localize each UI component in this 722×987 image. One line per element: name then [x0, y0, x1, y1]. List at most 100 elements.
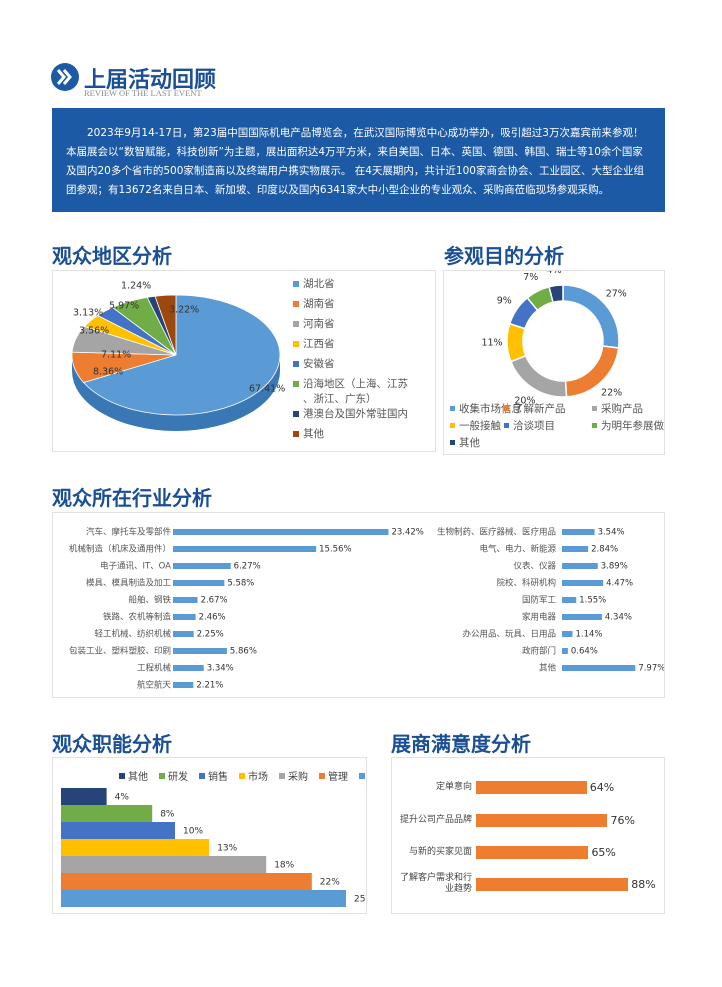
bar — [562, 529, 595, 535]
legend-swatch — [504, 406, 509, 411]
section-title: 观众所在行业分析 — [52, 486, 212, 510]
data-label: 5.86% — [230, 647, 257, 657]
legend-swatch — [239, 773, 245, 779]
bar-row: 提升公司产品品牌 76% — [392, 814, 635, 827]
data-label: 10% — [183, 827, 203, 837]
pie-slice — [154, 294, 177, 356]
data-label: 3.89% — [601, 562, 628, 572]
legend-swatch — [504, 423, 509, 428]
bar — [562, 597, 577, 603]
y-tick-label: 提升公司产品品牌 — [399, 815, 472, 825]
data-label: 22% — [601, 387, 622, 398]
bar — [173, 546, 317, 552]
data-label: 18% — [274, 861, 294, 871]
legend-label: 其他 — [303, 427, 324, 440]
data-label: 8% — [160, 810, 175, 820]
region-chart: 67.41% 湖北省 8.36% 湖南省 7.11% 河南省 3.56% 江西省 3.13% 安徽… — [52, 270, 436, 452]
data-label: 1.55% — [579, 596, 606, 606]
legend-swatch — [450, 440, 455, 445]
legend-label: 一般接触 — [459, 419, 501, 432]
data-label: 1.14% — [575, 630, 602, 640]
legend-label: 研发 — [168, 770, 188, 783]
data-label: 3.54% — [598, 528, 625, 538]
data-label: 20% — [514, 395, 535, 406]
y-tick-label: 政府部门 — [522, 646, 556, 657]
bar — [173, 631, 194, 637]
legend-swatch — [359, 773, 365, 779]
bar-row: 了解客户需求和行业趋势 88% — [392, 873, 656, 895]
bar-row: 与新的买家见面 65% — [392, 846, 616, 859]
legend-swatch — [450, 423, 455, 428]
data-label: 4.34% — [605, 613, 632, 623]
data-label: 3.56% — [79, 326, 109, 337]
legend-label: 了解新产品 — [513, 402, 566, 415]
donut-slice — [509, 354, 568, 398]
legend-label: 其他 — [128, 770, 148, 783]
y-tick-label: 其他 — [539, 663, 557, 674]
data-label: 9% — [497, 296, 512, 307]
y-tick-label: 航空航天 — [137, 680, 172, 691]
data-label: 0.64% — [571, 647, 598, 657]
section-title: 观众职能分析 — [52, 732, 172, 756]
bar — [173, 665, 204, 671]
section-title: 展商满意度分析 — [391, 732, 531, 756]
bar — [173, 563, 231, 569]
data-label: 1.24% — [121, 281, 151, 292]
bar — [173, 648, 227, 654]
data-label: 22% — [320, 878, 340, 888]
legend-swatch — [293, 321, 299, 327]
header-subtitle: REVIEW OF THE LAST EVENT — [84, 88, 202, 98]
bar-row: 定单意向 64% — [392, 781, 614, 794]
data-label: 15.56% — [319, 545, 351, 555]
bar — [562, 563, 598, 569]
data-label: 4% — [115, 793, 130, 803]
bar — [562, 546, 589, 552]
legend-swatch — [279, 773, 285, 779]
bar — [476, 846, 589, 859]
legend-swatch — [199, 773, 205, 779]
legend-swatch — [293, 281, 299, 287]
y-tick-label: 船舶、钢铁 — [128, 595, 171, 606]
bar — [61, 839, 210, 856]
y-tick-label: 铁路、农机等制造 — [103, 612, 172, 623]
data-label: 7% — [523, 272, 538, 283]
y-tick-label: 了解客户需求和行业趋势 — [399, 873, 472, 894]
y-tick-label: 汽车、摩托车及零部件 — [86, 527, 172, 538]
header-title: 上届活动回顾 — [84, 68, 217, 93]
y-tick-label: 电子通讯、IT、OA — [100, 561, 171, 572]
bar — [562, 614, 602, 620]
bar — [173, 682, 194, 688]
legend-swatch — [450, 406, 455, 411]
y-tick-label: 工程机械 — [137, 663, 172, 674]
y-tick-label: 仪表、仪器 — [513, 561, 556, 572]
industry-chart: 汽车、摩托车及零部件 23.42% 机械制造（机床及通用件） 15.56% 电子通讯、I… — [52, 512, 665, 698]
data-label: 23.42% — [391, 528, 423, 538]
bar — [562, 580, 604, 586]
bar — [173, 614, 196, 620]
legend-label: 安徽省 — [303, 357, 335, 370]
data-label: 2.46% — [199, 613, 226, 623]
data-label: 27% — [606, 289, 627, 300]
y-tick-label: 生物制药、医疗器械、医疗用品 — [437, 527, 556, 538]
donut-slice — [548, 284, 564, 304]
bar — [61, 805, 153, 822]
legend-label: 采购 — [288, 770, 308, 783]
y-tick-label: 机械制造（机床及通用件） — [69, 544, 171, 555]
y-tick-label: 轻工机械、纺织机械 — [94, 629, 171, 640]
data-label: 7.11% — [101, 350, 131, 361]
data-label: 2.21% — [196, 681, 223, 691]
legend-swatch — [159, 773, 165, 779]
bar — [61, 873, 312, 890]
bar — [562, 631, 573, 637]
data-label: 8.36% — [93, 367, 123, 378]
legend-label: 市场 — [248, 770, 268, 783]
data-label: 65% — [591, 846, 616, 859]
bar — [476, 877, 629, 891]
legend-label: 沿海地区（上海、江苏、浙江、广东） — [303, 377, 408, 405]
legend-label: 洽谈项目 — [513, 419, 555, 432]
y-tick-label: 院校、科研机构 — [496, 578, 556, 589]
bar — [61, 788, 107, 805]
bar — [61, 856, 267, 873]
